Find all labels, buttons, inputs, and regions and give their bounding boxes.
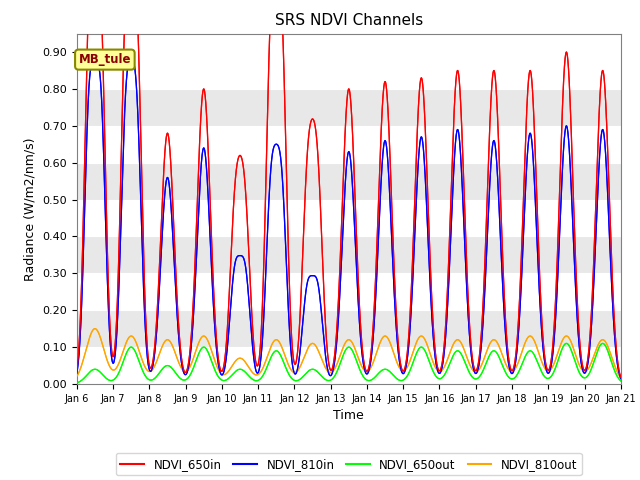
NDVI_650out	[90, 366, 98, 372]
Line: NDVI_650out: NDVI_650out	[77, 343, 621, 383]
NDVI_650out	[204, 348, 211, 354]
Bar	[77, 89, 621, 126]
Bar	[77, 34, 621, 89]
NDVI_650in	[361, 363, 369, 369]
NDVI_810out	[132, 339, 140, 345]
Bar	[77, 163, 621, 200]
NDVI_650in	[192, 231, 200, 237]
NDVI_650out	[545, 375, 552, 381]
NDVI_650in	[73, 367, 81, 373]
NDVI_650in	[204, 130, 211, 135]
NDVI_810out	[545, 368, 552, 374]
NDVI_810out	[617, 375, 625, 381]
NDVI_650out	[361, 375, 369, 381]
Y-axis label: Radiance (W/m2/nm/s): Radiance (W/m2/nm/s)	[24, 137, 36, 280]
Legend: NDVI_650in, NDVI_810in, NDVI_650out, NDVI_810out: NDVI_650in, NDVI_810in, NDVI_650out, NDV…	[116, 453, 582, 475]
NDVI_810out	[91, 326, 99, 332]
NDVI_650out	[73, 380, 81, 386]
NDVI_810out	[73, 373, 81, 379]
Line: NDVI_810out: NDVI_810out	[77, 329, 621, 378]
Bar	[77, 200, 621, 237]
NDVI_810out	[90, 326, 98, 332]
NDVI_650out	[192, 358, 200, 363]
NDVI_810in	[127, 56, 135, 61]
NDVI_650out	[563, 340, 570, 346]
Title: SRS NDVI Channels: SRS NDVI Channels	[275, 13, 423, 28]
Line: NDVI_810in: NDVI_810in	[77, 59, 621, 379]
NDVI_810in	[132, 79, 140, 84]
NDVI_650out	[132, 350, 140, 356]
Line: NDVI_650in: NDVI_650in	[77, 0, 621, 377]
NDVI_810in	[73, 371, 81, 376]
NDVI_810in	[545, 371, 552, 376]
NDVI_810in	[204, 180, 211, 186]
NDVI_810in	[361, 367, 369, 372]
Text: MB_tule: MB_tule	[79, 53, 131, 66]
Bar	[77, 126, 621, 163]
NDVI_810in	[192, 261, 200, 267]
NDVI_810out	[361, 368, 369, 373]
NDVI_650out	[617, 378, 625, 384]
Bar	[77, 347, 621, 384]
X-axis label: Time: Time	[333, 409, 364, 422]
Bar	[77, 273, 621, 310]
NDVI_650in	[617, 374, 625, 380]
Bar	[77, 52, 621, 89]
Bar	[77, 310, 621, 347]
NDVI_810in	[617, 376, 625, 382]
NDVI_650in	[545, 367, 552, 373]
NDVI_810out	[204, 337, 211, 343]
NDVI_810in	[90, 66, 98, 72]
Bar	[77, 237, 621, 273]
NDVI_810out	[192, 347, 200, 353]
